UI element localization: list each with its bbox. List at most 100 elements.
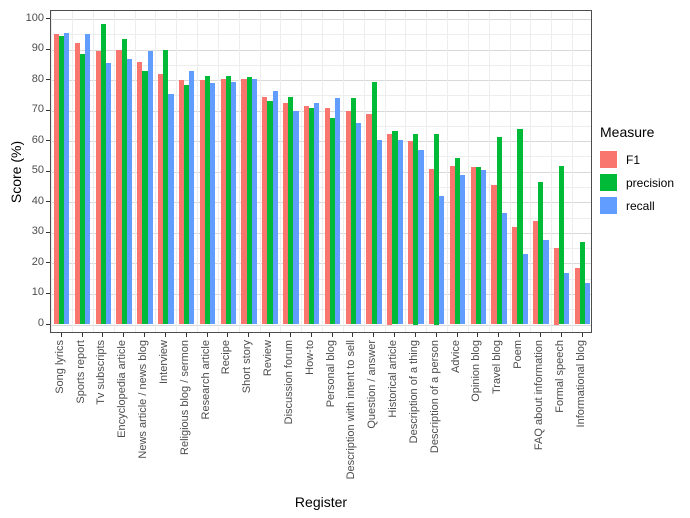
bar-f1 (574, 267, 580, 325)
y-tick-label: 50 (31, 164, 44, 177)
legend-swatch-f1 (600, 151, 617, 168)
x-axis-tick (289, 333, 291, 337)
bar-recall (64, 32, 70, 325)
bar-recall (314, 103, 320, 325)
x-tick-label: Opinion blog (470, 340, 483, 402)
y-tick-label: 100 (25, 11, 44, 24)
x-axis-tick (269, 333, 271, 337)
x-axis-tick (539, 333, 541, 337)
gridline-minor (51, 217, 591, 219)
bar-f1 (366, 113, 372, 325)
bar-precision (579, 242, 586, 325)
y-axis-tick (46, 79, 50, 81)
bar-precision (142, 70, 148, 325)
gridline-minor (51, 248, 591, 250)
x-axis-tick (414, 333, 416, 337)
bar-precision (329, 118, 336, 325)
bar-recall (355, 122, 362, 325)
bar-precision (559, 165, 565, 325)
x-axis-tick (394, 333, 396, 337)
gridline-vertical (259, 11, 261, 332)
x-tick-label: News article / news blog (137, 340, 150, 459)
y-axis-tick (46, 140, 50, 142)
bar-f1 (470, 167, 476, 325)
gridline-vertical (51, 11, 53, 332)
legend-label: precision (626, 175, 675, 190)
x-axis-tick (102, 333, 104, 337)
x-tick-label: Personal blog (324, 340, 337, 408)
x-axis-tick (331, 333, 333, 337)
x-axis-tick (227, 333, 229, 337)
gridline-vertical (509, 11, 511, 332)
gridline-minor (51, 34, 591, 36)
gridline-vertical (197, 11, 199, 332)
bar-recall (168, 93, 174, 325)
legend-label: F1 (626, 152, 641, 167)
x-tick-label: Recipe (220, 340, 233, 375)
bar-f1 (220, 78, 226, 325)
gridline-minor (51, 187, 591, 189)
bar-recall (126, 58, 132, 325)
x-tick-label: Review (262, 340, 275, 377)
bar-f1 (345, 110, 351, 325)
bar-recall (85, 34, 91, 325)
x-axis-tick (60, 333, 62, 337)
bar-f1 (158, 73, 164, 325)
x-tick-label: Sports report (74, 340, 87, 404)
legend-swatch-recall (600, 197, 617, 214)
gridline-minor (51, 95, 591, 97)
bar-f1 (533, 220, 539, 325)
bar-recall (480, 170, 487, 325)
gridline-major (51, 141, 591, 143)
bar-precision (434, 133, 440, 325)
x-tick-label: Discussion forum (282, 340, 295, 425)
bar-f1 (324, 107, 330, 325)
y-axis-tick (46, 48, 50, 50)
bar-recall (522, 254, 528, 325)
y-axis-tick (46, 292, 50, 294)
x-tick-label: Religious blog / sermon (178, 340, 191, 455)
x-tick-label: Research article (199, 340, 212, 420)
bar-f1 (283, 103, 289, 325)
bar-f1 (387, 133, 393, 325)
gridline-vertical (342, 11, 344, 332)
bar-precision (79, 54, 86, 325)
y-tick-label: 30 (31, 225, 44, 238)
y-tick-label: 60 (31, 133, 44, 146)
bar-recall (376, 139, 382, 325)
gridline-vertical (134, 11, 136, 332)
legend-label: recall (626, 198, 655, 213)
x-tick-label: Poem (512, 340, 525, 369)
gridline-vertical (530, 11, 532, 332)
bar-precision (350, 98, 356, 325)
bar-precision (267, 101, 273, 325)
bar-precision (538, 182, 544, 325)
x-axis-tick (123, 333, 125, 337)
gridline-vertical (155, 11, 157, 332)
x-tick-label: Description with intent to sell (345, 340, 358, 480)
bar-f1 (199, 80, 205, 325)
bar-recall (189, 70, 195, 325)
x-tick-label: Tv subscripts (95, 340, 108, 405)
gridline-major (51, 263, 591, 265)
bar-recall (564, 272, 570, 325)
y-axis-tick (46, 170, 50, 172)
gridline-vertical (447, 11, 449, 332)
gridline-minor (51, 309, 591, 311)
bar-precision (100, 23, 106, 325)
bar-precision (288, 96, 294, 325)
gridline-major (51, 324, 591, 326)
gridline-vertical (405, 11, 407, 332)
x-tick-label: Interview (157, 340, 170, 385)
bar-precision (121, 38, 127, 325)
gridline-vertical (176, 11, 178, 332)
bar-f1 (303, 106, 310, 325)
bar-f1 (428, 168, 435, 325)
x-axis-tick (310, 333, 312, 337)
gridline-major (51, 49, 591, 51)
bar-precision (392, 130, 398, 325)
x-tick-label: How-to (303, 340, 316, 375)
x-tick-label: Historical article (387, 340, 400, 418)
gridline-vertical (301, 11, 303, 332)
